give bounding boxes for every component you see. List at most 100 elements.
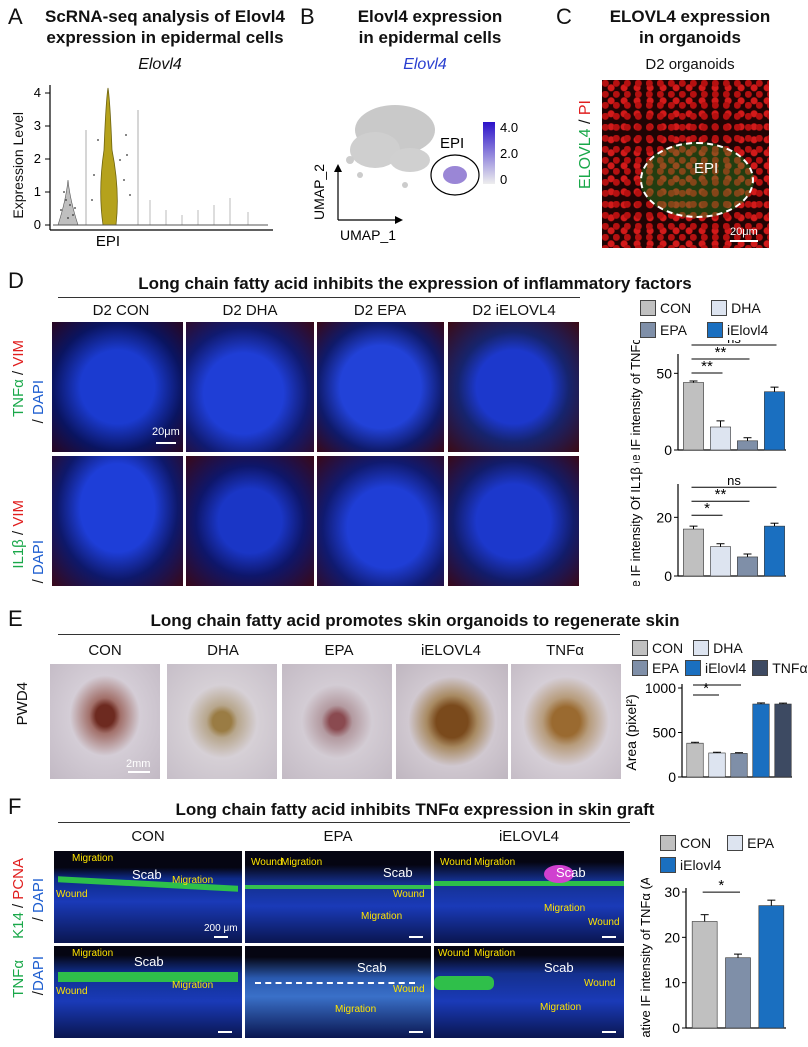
legend-item: CON — [640, 300, 691, 316]
legend-swatch — [660, 857, 676, 873]
label-scab: Scab — [134, 954, 164, 969]
column-label: CON — [88, 642, 122, 659]
if-image — [448, 322, 579, 452]
bar — [691, 921, 718, 1029]
column-label: iELOVL4 — [420, 642, 482, 659]
ytick-0: 0 — [34, 217, 41, 232]
panel-e-title: Long chain fatty acid promotes skin orga… — [150, 611, 680, 630]
bar — [683, 528, 704, 577]
y-axis-label: Relative IF intensity of TNFα (AU) — [628, 340, 643, 460]
legend-item: EPA — [632, 660, 679, 676]
y-tick-label: 20 — [664, 929, 680, 945]
legend-item: EPA — [640, 322, 687, 338]
panel-letter-c: C — [556, 4, 572, 29]
panel-a-yticks: 0 1 2 3 4 — [34, 85, 50, 232]
bar — [764, 525, 785, 577]
legend-item: DHA — [711, 300, 761, 316]
panel-b-cluster-label: EPI — [440, 135, 464, 152]
graft-image: Wound Migration Scab Wound Migration — [434, 946, 624, 1038]
panel-c-region-label: EPI — [694, 160, 719, 177]
row2-stain-dapi: / DAPI — [30, 540, 47, 584]
legend-item: DHA — [693, 640, 743, 656]
label-migration: Migration — [474, 948, 516, 959]
bar — [730, 753, 748, 778]
significance-label: ** — [715, 486, 727, 503]
panel-c-stain: ELOVL4 / PI — [577, 100, 594, 189]
significance-label: ** — [701, 358, 713, 375]
panel-f-title: Long chain fatty acid inhibits TNFα expr… — [175, 800, 655, 819]
legend-item: iElovl4 — [706, 322, 768, 338]
scale-bar — [730, 240, 758, 242]
column-label: DHA — [207, 642, 239, 659]
legend-swatch — [727, 835, 744, 851]
legend-item: EPA — [727, 835, 774, 851]
row2-stain: IL1β / VIM — [10, 500, 27, 569]
y-tick-label: 0 — [664, 442, 672, 458]
panel-b-umap: EPI 4.0 2.0 0 UMAP_1 UMAP_2 — [311, 105, 518, 243]
bar — [758, 905, 785, 1029]
legend-swatch — [632, 660, 648, 676]
y-axis-label: Relative IF intensity Of IL1β (AU) — [628, 462, 643, 586]
legend-swatch — [693, 640, 710, 656]
significance-label: ns — [727, 473, 741, 488]
epi-region — [640, 142, 754, 218]
significance-label: * — [718, 878, 724, 894]
wound-photo — [396, 664, 508, 779]
y-tick-label: 10 — [664, 975, 680, 991]
y-tick-label: 0 — [664, 568, 672, 584]
label-scab: Scab — [357, 960, 387, 975]
legend-item: CON — [632, 640, 683, 656]
panel-letter-d: D — [8, 268, 24, 293]
label-scab: Scab — [556, 865, 586, 880]
if-image — [317, 456, 444, 586]
label-scab: Scab — [132, 867, 162, 882]
y-tick-label: 500 — [653, 725, 677, 741]
panel-c-subtitle: D2 organoids — [645, 56, 735, 73]
row1-stain-dapi: / DAPI — [30, 380, 47, 424]
label-migration: Migration — [544, 903, 586, 914]
bar — [752, 703, 770, 778]
column-label: EPA — [324, 642, 354, 659]
if-image — [52, 456, 183, 586]
label-wound: Wound — [584, 978, 616, 989]
panel-letter-b: B — [300, 4, 315, 29]
label-wound: Wound — [393, 889, 425, 900]
divider — [58, 634, 620, 635]
bar — [737, 556, 758, 577]
scale-bar — [409, 1031, 423, 1033]
chart-f-tnfa: Relative IF intensity of TNFα (AU) 0 10 20 3… — [638, 878, 786, 1038]
label-migration: Migration — [72, 853, 114, 864]
chart-d-tnfa: Relative IF intensity of TNFα (AU) 0 50 ***… — [628, 340, 786, 460]
label-wound: Wound — [588, 917, 620, 928]
scale-bar — [128, 771, 150, 773]
panel-b-gene: Elovl4 — [403, 56, 447, 73]
legend-swatch — [640, 300, 656, 316]
y-tick-label: 0 — [668, 769, 676, 785]
panel-c-title: ELOVL4 expression in organoids — [609, 7, 771, 47]
scale-bar — [602, 936, 616, 938]
panel-a-gene: Elovl4 — [138, 56, 182, 73]
label-migration: Migration — [281, 857, 323, 868]
scale-label: 2mm — [126, 758, 151, 770]
significance-label: ** — [715, 344, 727, 361]
umap-cluster-epi — [443, 166, 467, 184]
panel-f-legend: CON EPA iElovl4 — [660, 835, 805, 873]
scale-label: 200 μm — [204, 923, 238, 934]
legend-item: iElovl4 — [684, 660, 746, 676]
panel-a-xlabel: EPI — [96, 233, 120, 250]
legend-swatch — [684, 660, 701, 676]
epidermis-layer — [245, 885, 431, 889]
f-row2-stain-dapi: /DAPI — [30, 956, 47, 996]
wound-photo — [167, 664, 277, 779]
epidermis-layer — [434, 881, 624, 886]
panel-a-ylabel: Expression Level — [10, 112, 26, 219]
label-migration: Migration — [474, 857, 516, 868]
colorbar — [483, 122, 495, 184]
label-wound: Wound — [251, 857, 283, 868]
panel-e-legend: CON DHA EPA iElovl4 TNFα — [632, 640, 808, 676]
scale-label: 20μm — [152, 426, 180, 438]
colorbar-max: 4.0 — [500, 120, 518, 135]
row1-stain: TNFα / VIM — [10, 340, 27, 418]
label-migration: Migration — [335, 1004, 377, 1015]
violin-epi — [100, 87, 118, 226]
